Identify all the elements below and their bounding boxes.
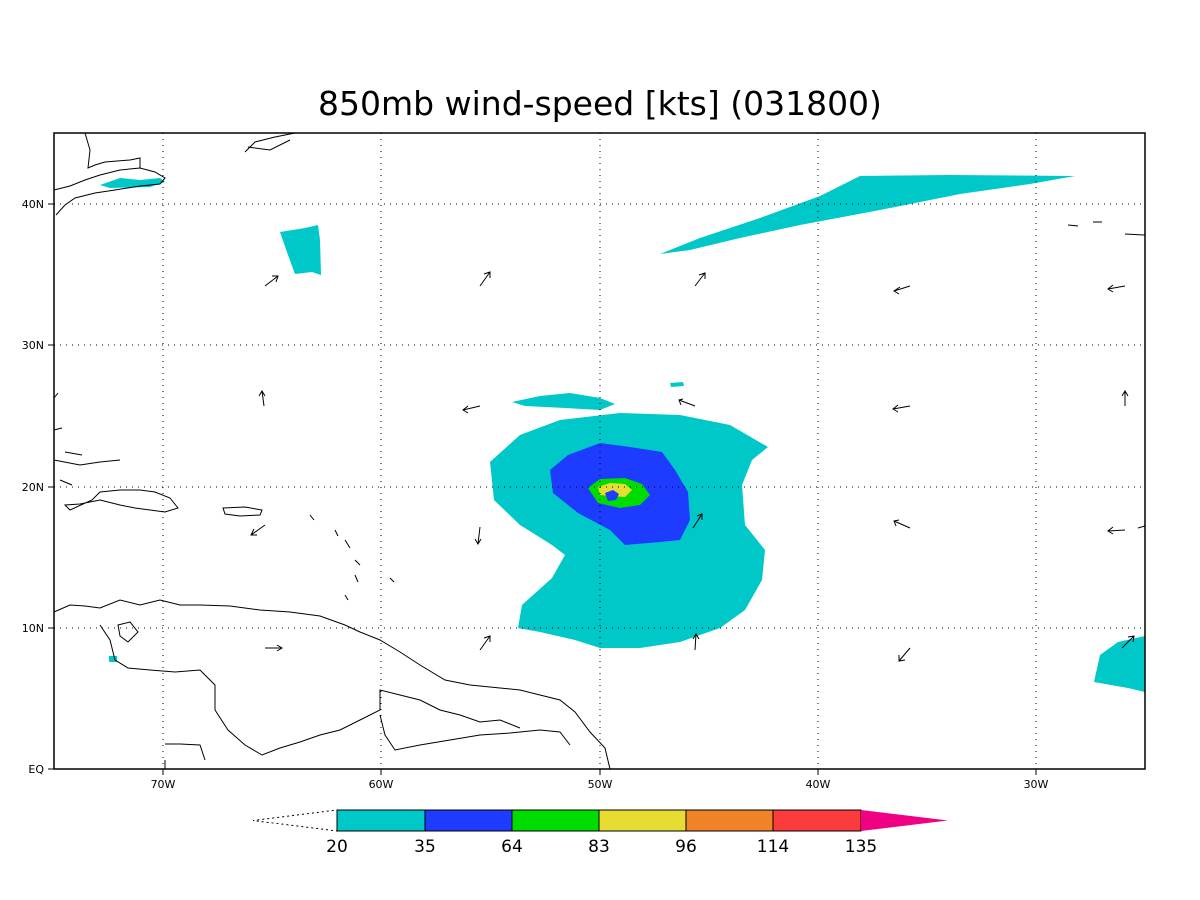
colorbar: 20 35 64 83 96 114 135	[252, 809, 948, 857]
colorbar-low-triangle	[252, 809, 338, 832]
coast-venezuela-inland	[99, 624, 521, 756]
wind-arrow	[250, 524, 266, 536]
map-grid	[54, 133, 1145, 769]
colorbar-label: 114	[757, 837, 789, 857]
coast-northeast	[84, 132, 141, 169]
y-tick-label: 30N	[22, 339, 44, 352]
x-tick-label: 70W	[151, 778, 176, 791]
y-tick-label: 20N	[22, 481, 44, 494]
wind-arrow	[1121, 635, 1135, 649]
coast-lake-maracaibo	[117, 621, 139, 643]
x-tick-label: 50W	[588, 778, 613, 791]
wind-arrow	[479, 635, 491, 651]
wind-arrow	[1107, 526, 1126, 535]
colorbar-swatch	[598, 809, 687, 832]
x-tick-label: 60W	[369, 778, 394, 791]
y-axis-labels: EQ 10N 20N 30N 40N	[22, 198, 45, 776]
contour-band-20-venezuela	[109, 656, 117, 662]
coast-lesser-antilles	[309, 514, 395, 601]
colorbar-swatch	[511, 809, 600, 832]
y-tick-label: EQ	[28, 763, 44, 776]
y-tick-label: 40N	[22, 198, 44, 211]
colorbar-label: 20	[326, 837, 348, 857]
colorbar-swatch	[772, 809, 862, 832]
x-tick-label: 30W	[1024, 778, 1049, 791]
wind-vectors	[53, 271, 1146, 662]
coast-bahamas-cuba	[53, 427, 121, 486]
x-axis-labels: 70W 60W 50W 40W 30W	[151, 778, 1049, 791]
wind-arrow	[893, 519, 911, 529]
coast-new-england	[53, 167, 166, 216]
coast-south-america	[53, 599, 611, 770]
y-tick-label: 10N	[22, 622, 44, 635]
wind-arrow	[264, 275, 279, 287]
colorbar-label: 64	[501, 837, 523, 857]
wind-arrow	[678, 398, 696, 407]
wind-speed-contours	[100, 175, 1145, 692]
coast-puerto-rico	[222, 506, 263, 517]
contour-band-20-strip	[512, 393, 615, 410]
colorbar-label: 135	[845, 837, 877, 857]
wind-arrow	[892, 404, 911, 413]
wind-arrow	[1121, 390, 1129, 406]
coast-hispaniola	[63, 489, 179, 513]
coast-guianas	[379, 714, 571, 751]
coast-nova-scotia	[244, 132, 296, 153]
colorbar-swatch	[685, 809, 774, 832]
colorbar-swatch	[424, 809, 513, 832]
wind-arrow	[893, 285, 911, 295]
wind-arrow	[1137, 525, 1146, 529]
colorbar-label: 35	[414, 837, 436, 857]
wind-arrow	[898, 647, 911, 662]
wind-arrow	[692, 513, 703, 529]
contour-eye	[605, 490, 619, 501]
map-title: 850mb wind-speed [kts] (031800)	[318, 84, 882, 123]
x-tick-label: 40W	[806, 778, 831, 791]
coast-brazil-north	[164, 743, 206, 769]
wind-arrow	[692, 633, 700, 651]
map-panel: 70W 60W 50W 40W 30W EQ 10N 20N 30N 40N	[22, 132, 1146, 791]
contour-band-20-small-north	[280, 225, 321, 275]
wind-arrow	[462, 405, 481, 414]
colorbar-high-triangle	[861, 810, 948, 831]
colorbar-label: 96	[675, 837, 697, 857]
wind-arrow	[694, 272, 706, 287]
wind-arrow	[474, 526, 482, 545]
colorbar-swatch	[336, 809, 426, 832]
colorbar-label: 83	[588, 837, 610, 857]
wind-arrow	[265, 644, 283, 652]
wind-arrow	[1107, 284, 1126, 293]
wind-arrow	[479, 271, 491, 287]
coast-atlantic-islands	[1067, 221, 1146, 236]
wind-arrow	[258, 390, 266, 407]
contour-band-20	[660, 175, 1075, 254]
contour-band-20-speck	[670, 382, 684, 387]
contour-band-20-southeast	[1094, 636, 1145, 692]
tick-marks	[48, 203, 1037, 775]
coastlines	[53, 132, 1146, 770]
